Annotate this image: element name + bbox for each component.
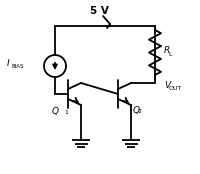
Text: OUT: OUT	[169, 86, 182, 92]
Text: Q: Q	[133, 106, 140, 115]
Text: Q: Q	[52, 107, 59, 116]
Text: BIAS: BIAS	[12, 65, 24, 69]
Text: 1: 1	[64, 110, 68, 115]
Text: 5 V: 5 V	[90, 6, 108, 16]
Text: 2: 2	[138, 109, 142, 114]
Text: I: I	[7, 58, 10, 68]
Text: L: L	[168, 52, 172, 57]
Text: V: V	[164, 81, 170, 89]
Text: R: R	[164, 46, 170, 55]
